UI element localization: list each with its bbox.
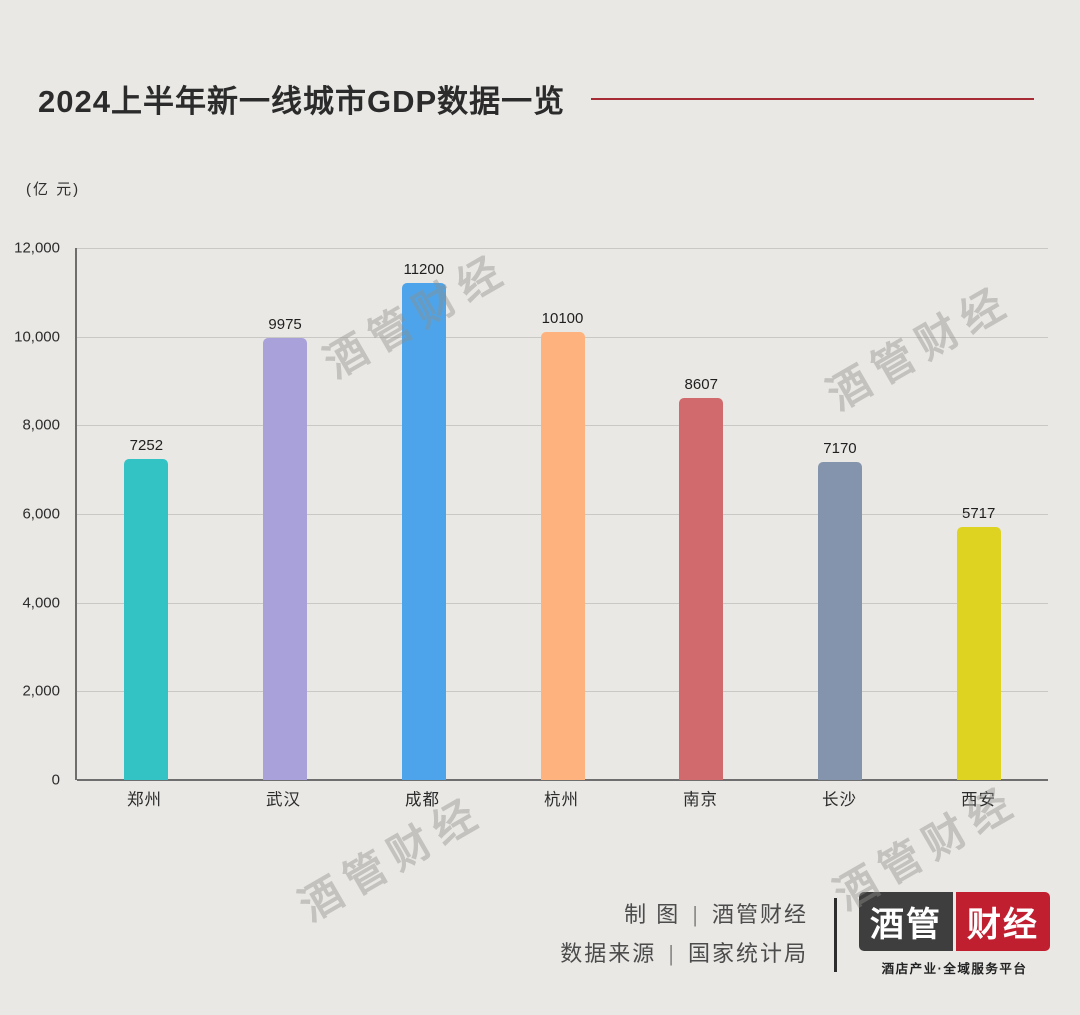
bar-杭州 [540, 332, 585, 780]
bar-group: 8607 [632, 248, 771, 780]
source-separator: | [668, 940, 676, 966]
credit-value: 酒管财经 [711, 902, 808, 927]
footer-divider [834, 897, 837, 972]
unit-label: (亿 元) [26, 181, 81, 198]
bar-value-label: 9975 [268, 315, 302, 333]
logo-subtitle: 酒店产业·全域服务平台 [881, 962, 1028, 976]
title-accent-line [591, 97, 1034, 100]
bar-value-label: 8607 [684, 376, 718, 394]
y-axis-tick-label: 0 [51, 771, 60, 789]
x-axis-category-label: 武汉 [266, 791, 301, 809]
x-axis-category-label: 长沙 [822, 791, 857, 809]
x-axis-line [77, 779, 1048, 781]
bar-value-label: 11200 [403, 261, 445, 279]
bar-group: 10100 [493, 248, 632, 780]
brand-logo: 酒管 财经 酒店产业·全域服务平台 [859, 892, 1050, 977]
bar-group: 7170 [771, 248, 910, 780]
page-title: 2024上半年新一线城市GDP数据一览 [38, 84, 566, 119]
bar-group: 11200 [354, 248, 493, 780]
footer: 制 图 | 酒管财经 数据来源 | 国家统计局 酒管 财经 酒店产业·全域服务平台 [560, 892, 1050, 977]
x-axis-category-label: 杭州 [544, 791, 579, 809]
source-value: 国家统计局 [687, 940, 808, 966]
x-axis-labels: 郑州 武汉 成都 杭州 南京 长沙 西安 [75, 786, 1048, 810]
chart-plot-area: 7252 9975 11200 10100 8607 7170 5717 [75, 248, 1048, 781]
y-axis-tick-label: 4,000 [22, 594, 60, 612]
footer-credits: 制 图 | 酒管财经 数据来源 | 国家统计局 [560, 896, 808, 973]
y-axis: 12,000 10,000 8,000 6,000 4,000 2,000 0 [0, 240, 68, 789]
gridline [77, 248, 1048, 249]
logo-part-dark: 酒管 [859, 892, 953, 951]
bar-group: 5717 [909, 248, 1048, 780]
bar-长沙 [817, 462, 862, 780]
source-line: 数据来源 | 国家统计局 [560, 935, 808, 974]
bar-成都 [401, 283, 446, 780]
bar-value-label: 7252 [129, 436, 164, 454]
bar-郑州 [124, 458, 169, 780]
y-axis-tick-label: 12,000 [14, 239, 60, 257]
bar-南京 [679, 398, 724, 780]
credit-label: 制 图 [624, 902, 681, 927]
bar-group: 9975 [216, 248, 355, 780]
y-axis-tick-label: 8,000 [22, 416, 60, 434]
bar-value-label: 5717 [961, 504, 996, 522]
source-label: 数据来源 [560, 940, 657, 966]
title-row: 2024上半年新一线城市GDP数据一览 [38, 76, 1034, 121]
y-axis-tick-label: 6,000 [22, 505, 60, 523]
x-axis-category-label: 南京 [683, 791, 718, 809]
x-axis-category-label: 西安 [961, 791, 996, 809]
logo-boxes: 酒管 财经 [859, 892, 1050, 951]
y-axis-tick-label: 10,000 [14, 328, 60, 346]
bars-container: 7252 9975 11200 10100 8607 7170 5717 [77, 248, 1048, 780]
bar-value-label: 7170 [823, 440, 857, 458]
credit-separator: | [692, 902, 700, 927]
bar-group: 7252 [77, 248, 216, 780]
y-axis-tick-label: 2,000 [22, 682, 60, 700]
logo-part-red: 财经 [956, 892, 1050, 951]
credit-line: 制 图 | 酒管财经 [560, 896, 808, 935]
bar-西安 [956, 526, 1001, 780]
bar-value-label: 10100 [541, 310, 584, 328]
x-axis-category-label: 郑州 [127, 791, 162, 809]
x-axis-category-label: 成都 [405, 791, 440, 809]
bar-武汉 [263, 337, 308, 780]
